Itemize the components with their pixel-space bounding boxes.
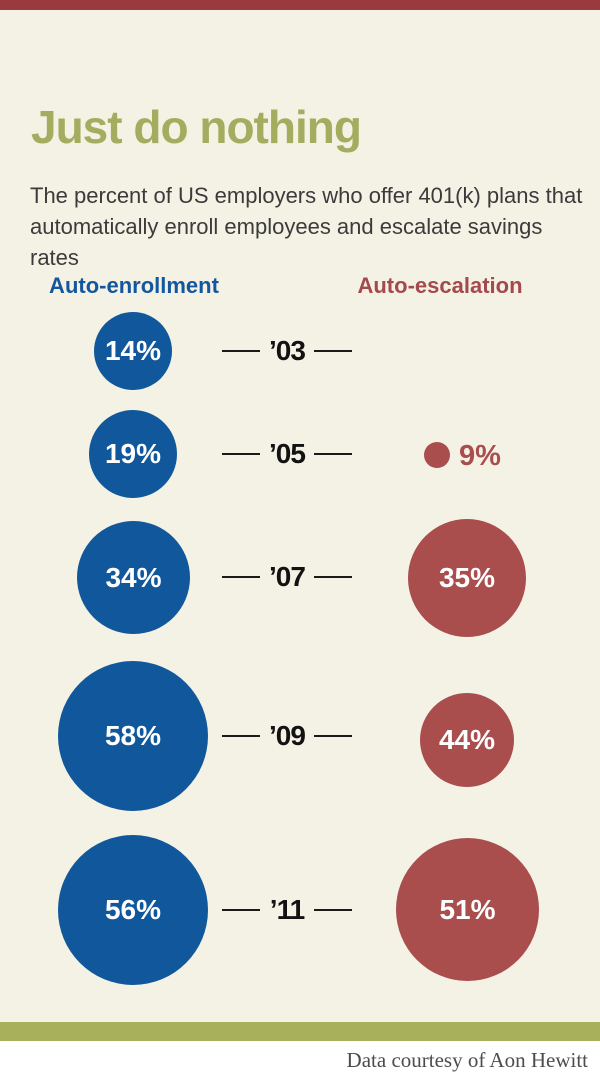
bubble-enrollment-2011-value: 56% xyxy=(104,894,162,925)
year-tick-right xyxy=(314,576,352,578)
legend-auto-enrollment: Auto-enrollment xyxy=(49,273,219,298)
bubble-enrollment-2005-value: 19% xyxy=(104,438,162,469)
chart-subtitle: The percent of US employers who offer 40… xyxy=(30,180,590,273)
bubble-enrollment-2007-value: 34% xyxy=(105,561,162,593)
chart-subtitle-line2: automatically enroll employees and escal… xyxy=(30,214,543,270)
year-row-2011: ’11 xyxy=(222,894,352,925)
bubble-enrollment-2007: 34% xyxy=(77,521,190,634)
bubble-escalation-2009: 44% xyxy=(420,693,514,787)
bubble-enrollment-2011: 56% xyxy=(58,835,208,985)
chart-subtitle-line1: The percent of US employers who offer 40… xyxy=(30,183,583,208)
bubble-escalation-2007: 35% xyxy=(408,519,526,637)
year-tick-right xyxy=(313,909,352,911)
year-tick-left xyxy=(222,909,260,911)
year-row-2003: ’03 xyxy=(222,335,352,366)
year-row-2005: ’05 xyxy=(222,438,352,469)
source-credit: Data courtesy of Aon Hewitt xyxy=(346,1048,588,1072)
bubble-escalation-2005 xyxy=(424,442,450,468)
bubble-escalation-2011: 51% xyxy=(396,838,539,981)
chart-title: Just do nothing xyxy=(31,101,362,153)
year-label-2009: ’09 xyxy=(269,720,306,751)
legend-auto-escalation: Auto-escalation xyxy=(357,273,523,298)
top-accent-bar xyxy=(0,0,600,10)
bubble-enrollment-2009: 58% xyxy=(58,661,208,811)
bubble-escalation-2005-value: 9% xyxy=(459,440,501,472)
year-label-2011: ’11 xyxy=(269,894,305,925)
year-tick-right xyxy=(314,735,352,737)
year-tick-left xyxy=(222,350,260,352)
bubble-enrollment-2009-value: 58% xyxy=(104,720,162,751)
year-label-2003: ’03 xyxy=(269,335,306,366)
bubble-enrollment-2005: 19% xyxy=(89,410,177,498)
bubble-enrollment-2003: 14% xyxy=(94,312,172,390)
year-label-2007: ’07 xyxy=(269,561,306,592)
bubble-escalation-2009-value: 44% xyxy=(438,724,496,755)
bubble-escalation-2007-value: 35% xyxy=(438,562,496,593)
bottom-accent-bar xyxy=(0,1022,600,1041)
bubble-escalation-2011-value: 51% xyxy=(439,893,496,925)
year-tick-right xyxy=(314,453,352,455)
year-label-2005: ’05 xyxy=(269,438,306,469)
year-row-2009: ’09 xyxy=(222,720,352,751)
year-tick-left xyxy=(222,576,260,578)
footer: Data courtesy of Aon Hewitt xyxy=(0,1041,600,1090)
bubble-enrollment-2003-value: 14% xyxy=(104,335,162,366)
year-tick-left xyxy=(222,453,260,455)
year-row-2007: ’07 xyxy=(222,561,352,592)
year-tick-right xyxy=(314,350,352,352)
year-tick-left xyxy=(222,735,260,737)
